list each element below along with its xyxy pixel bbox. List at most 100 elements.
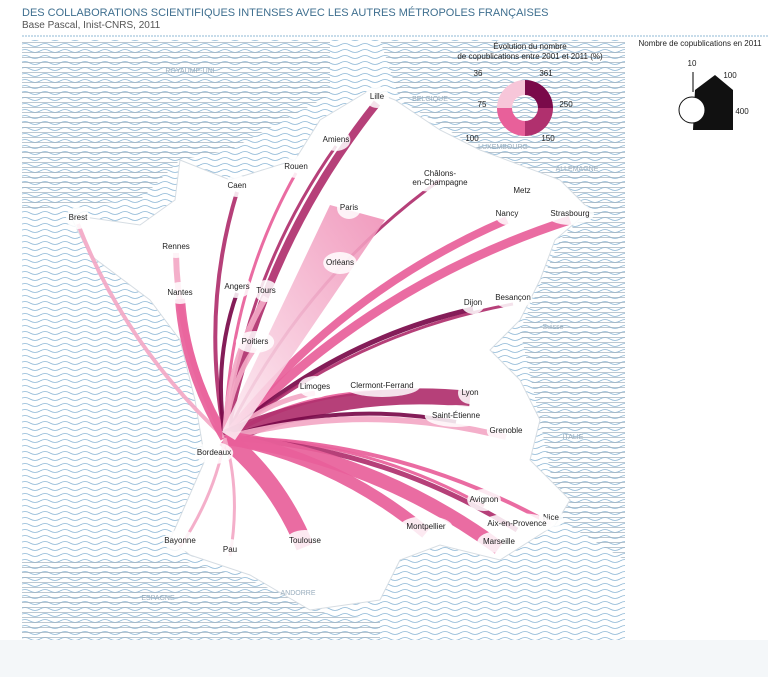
- spain-land: [22, 560, 380, 640]
- legend-donut: [497, 80, 553, 136]
- city-label: Saint-Étienne: [432, 411, 481, 420]
- city-label: Rouen: [284, 162, 308, 171]
- city-label: Montpellier: [406, 522, 445, 531]
- city-halo: [323, 252, 357, 274]
- city-label: Tours: [256, 286, 276, 295]
- flow: [224, 416, 507, 441]
- city-halo: [477, 531, 521, 553]
- city-label: en-Champagne: [412, 178, 468, 187]
- legend-change-label: 75: [478, 100, 487, 109]
- city-halo: [161, 236, 191, 258]
- city-halo: [165, 282, 195, 304]
- city-label: Toulouse: [289, 536, 322, 545]
- city-halo: [467, 489, 501, 511]
- city-label: Bayonne: [164, 536, 196, 545]
- city-label: Châlons-: [424, 169, 456, 178]
- city-label: Besançon: [495, 293, 531, 302]
- country-label: Suisse: [542, 324, 563, 331]
- city-label: Amiens: [323, 135, 350, 144]
- legend-change-title: Évolution du nombre: [493, 42, 567, 51]
- legend-change-title: de copublications entre 2001 et 2011 (%): [457, 52, 603, 61]
- city-halo: [285, 530, 325, 552]
- city-label: Caen: [227, 181, 246, 190]
- city-halo: [254, 280, 278, 302]
- city-halo: [194, 442, 234, 464]
- city-label: Metz: [513, 186, 530, 195]
- city-label: Lille: [370, 92, 385, 101]
- city-label: Avignon: [470, 495, 499, 504]
- title: DES COLLABORATIONS SCIENTIFIQUES INTENSE…: [22, 6, 549, 19]
- city-halo: [235, 331, 275, 353]
- city-halo: [461, 292, 485, 314]
- city-label: Brest: [69, 213, 88, 222]
- flow: [175, 298, 230, 441]
- city-label: Dijon: [464, 298, 482, 307]
- city-label: Paris: [340, 203, 358, 212]
- legend-change-label: 250: [559, 100, 573, 109]
- city-label: Limoges: [300, 382, 330, 391]
- country-label: LUXEMBOURG: [478, 144, 528, 151]
- city-halo: [495, 203, 519, 225]
- legend-change-label: 36: [474, 69, 483, 78]
- city-halo: [225, 175, 249, 197]
- city-halo: [546, 203, 594, 225]
- subtitle: Base Pascal, Inist-CNRS, 2011: [22, 20, 161, 31]
- legend-size-title: Nombre de copublications en 2011: [638, 39, 762, 48]
- uk-land: [22, 40, 330, 210]
- city-label: Aix-en-Provence: [487, 519, 547, 528]
- country-label: ITALIE: [563, 434, 584, 441]
- city-halo: [337, 197, 361, 219]
- city-halo: [163, 530, 197, 552]
- city-halo: [493, 287, 533, 309]
- city-label: Marseille: [483, 537, 516, 546]
- city-label: Strasbourg: [550, 209, 589, 218]
- city-halo: [298, 376, 332, 398]
- legend-change-label: 150: [541, 134, 555, 143]
- city-label: Nice: [543, 513, 560, 522]
- labels: Lille Amiens Rouen Caen Brest Paris Châlons-en…: [66, 86, 594, 561]
- city-halo: [458, 382, 482, 404]
- legend-change-label: 100: [465, 134, 479, 143]
- city-halo: [222, 276, 252, 298]
- city-halo: [365, 86, 389, 108]
- city-halo: [510, 180, 534, 202]
- neighbour-land: [380, 40, 625, 560]
- footer-band: [0, 640, 768, 677]
- city-halo: [481, 513, 553, 535]
- city-label: Nancy: [496, 209, 519, 218]
- flow: [76, 223, 227, 440]
- legend-size-circle: [678, 96, 706, 124]
- flow: [221, 388, 471, 446]
- flow: [218, 292, 239, 439]
- city-halo: [66, 207, 90, 229]
- city-halo: [284, 156, 308, 178]
- country-label: ANDORRE: [280, 590, 315, 597]
- city-label: Rennes: [162, 242, 190, 251]
- city-halo: [486, 420, 526, 442]
- city-halo: [343, 375, 421, 397]
- city-label: Lyon: [461, 388, 478, 397]
- city-halo: [392, 164, 488, 192]
- city-halo: [424, 405, 488, 427]
- country-label: ROYAUME-UNI: [165, 68, 214, 75]
- city-label: Poitiers: [242, 337, 269, 346]
- city-halo: [218, 539, 242, 561]
- city-label: Angers: [224, 282, 249, 291]
- city-label: Orléans: [326, 258, 354, 267]
- legend-size-label: 10: [688, 59, 697, 68]
- country-label: BELGIQUE: [412, 96, 448, 103]
- city-halo: [321, 129, 351, 151]
- city-label: Nantes: [167, 288, 192, 297]
- legend-size-label: 400: [735, 107, 749, 116]
- legend-size-label: 100: [723, 71, 737, 80]
- city-halo: [399, 516, 453, 538]
- flow: [221, 215, 572, 442]
- country-label: ALLEMAGNE: [556, 166, 599, 173]
- city-label: Clermont-Ferrand: [350, 381, 413, 390]
- city-label: Pau: [223, 545, 237, 554]
- city-label: Bordeaux: [197, 448, 231, 457]
- country-label: ESPAGNE: [141, 595, 175, 602]
- city-label: Grenoble: [490, 426, 523, 435]
- legend-change-label: 361: [539, 69, 553, 78]
